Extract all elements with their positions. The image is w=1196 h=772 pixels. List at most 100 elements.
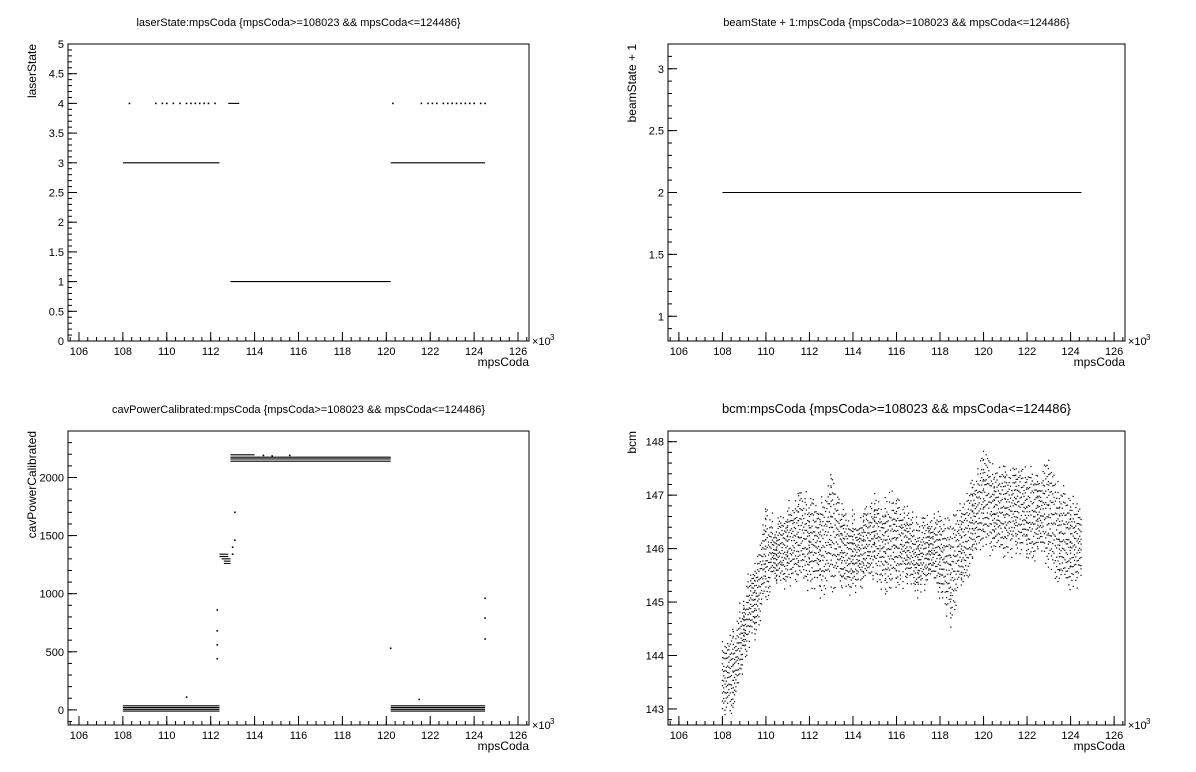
data-point: [751, 587, 753, 589]
data-point: [826, 520, 828, 523]
data-point: [868, 572, 870, 574]
data-point: [751, 582, 753, 584]
data-point: [939, 573, 941, 575]
data-point: [1080, 518, 1082, 521]
data-point: [878, 501, 880, 503]
data-point: [831, 555, 834, 557]
data-point: [924, 583, 926, 586]
data-point: [950, 572, 952, 574]
data-point: [1065, 570, 1067, 572]
data-point: [1033, 550, 1035, 553]
data-point: [860, 516, 862, 519]
data-point: [781, 534, 783, 536]
data-point: [963, 528, 965, 531]
data-point: [741, 624, 744, 626]
data-point: [985, 454, 987, 456]
data-point: [902, 580, 904, 583]
data-point: [725, 706, 727, 708]
data-point: [1037, 533, 1039, 535]
x-tick-label: 118: [931, 346, 949, 358]
data-point: [759, 544, 761, 546]
data-point: [780, 563, 782, 565]
data-point: [956, 520, 959, 522]
data-point: [956, 586, 959, 589]
data-point: [879, 556, 881, 558]
data-point: [982, 479, 985, 481]
data-point: [821, 513, 823, 515]
data-point: [1009, 521, 1012, 523]
data-point: [834, 524, 836, 526]
data-point: [1033, 492, 1035, 494]
data-point: [860, 553, 862, 555]
data-point: [958, 529, 960, 531]
data-point: [850, 542, 852, 544]
data-point: [754, 621, 756, 624]
data-point: [928, 543, 930, 545]
data-point: [906, 541, 908, 543]
data-point: [740, 637, 742, 639]
data-point: [723, 691, 725, 693]
data-point: [935, 534, 937, 536]
data-point: [906, 576, 908, 579]
data-point: [914, 572, 916, 574]
data-point: [812, 538, 814, 541]
data-point: [962, 557, 964, 559]
data-point: [898, 499, 900, 501]
data-point: [730, 684, 733, 686]
data-point: [810, 541, 812, 543]
data-point: [830, 500, 832, 502]
data-point: [838, 546, 840, 548]
data-point: [1031, 522, 1033, 524]
data-point: [1073, 554, 1076, 556]
data-point: [1038, 499, 1040, 502]
data-point: [899, 543, 902, 545]
data-point: [854, 544, 857, 546]
data-point: [906, 536, 908, 538]
data-point: [924, 547, 926, 550]
data-point: [942, 583, 944, 585]
data-point: [936, 519, 938, 521]
data-point: [912, 550, 914, 553]
data-point: [959, 503, 961, 505]
data-point: [886, 511, 888, 513]
x-tick-label: 126: [1105, 730, 1123, 742]
data-point: [947, 590, 949, 593]
data-point: [858, 550, 861, 552]
data-point: [888, 558, 891, 560]
data-point: [724, 700, 726, 702]
data-point: [771, 564, 774, 567]
data-point: [917, 540, 919, 542]
data-point: [743, 600, 745, 603]
data-point: [1080, 524, 1082, 526]
data-point: [961, 521, 963, 523]
data-point: [821, 535, 823, 537]
data-point: [755, 572, 757, 574]
data-point: [769, 577, 771, 579]
data-point: [1069, 518, 1072, 520]
data-point: [977, 492, 979, 494]
data-point: [810, 561, 812, 563]
data-point: [1048, 522, 1050, 525]
data-point: [1000, 493, 1002, 495]
data-point: [1016, 533, 1019, 536]
data-point: [868, 532, 870, 534]
data-point: [947, 555, 949, 557]
data-point: [824, 510, 827, 513]
data-point: [1066, 527, 1069, 529]
data-point: [844, 577, 846, 579]
data-point: [857, 555, 859, 557]
data-point: [995, 473, 997, 475]
data-point: [895, 545, 897, 547]
data-point: [773, 552, 775, 554]
data-point: [933, 541, 935, 543]
data-point: [867, 562, 869, 564]
data-point: [963, 514, 965, 516]
data-point: [834, 493, 836, 495]
data-point: [1001, 523, 1003, 525]
data-point: [781, 564, 783, 566]
data-point: [914, 563, 916, 566]
data-point: [811, 551, 813, 553]
data-point: [979, 528, 982, 531]
data-point: [819, 584, 821, 587]
y-tick-label: 1.5: [49, 247, 64, 259]
